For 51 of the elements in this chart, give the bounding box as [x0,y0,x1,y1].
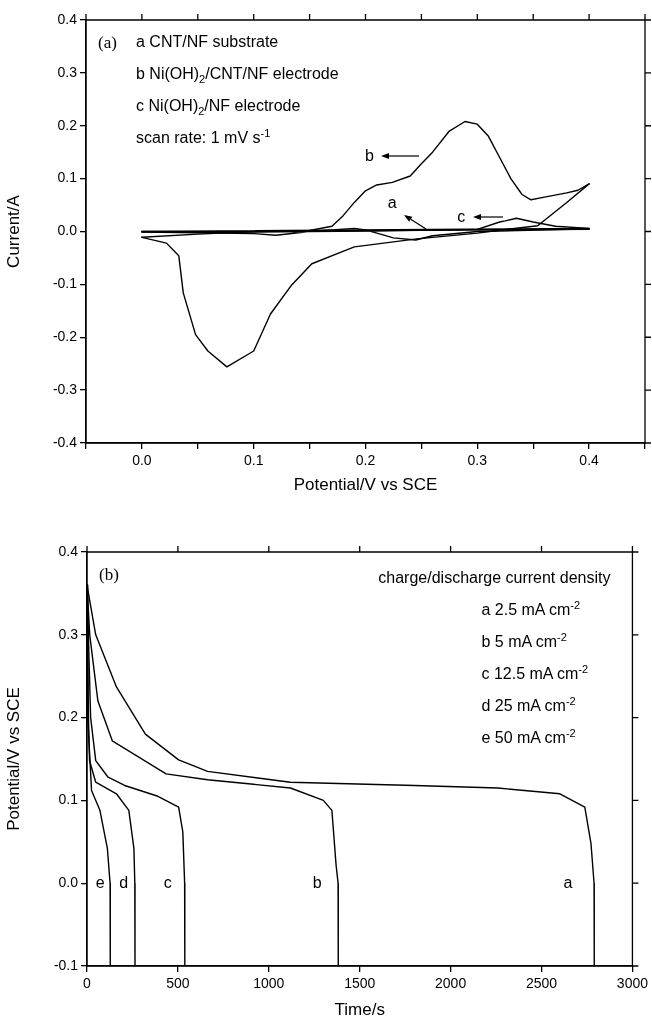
annotation: c [163,874,172,892]
annotation: c [457,207,466,225]
y-tick-label: 0.0 [57,222,78,239]
annotation: c 12.5 mA cm$^{-2}$ [481,661,590,684]
annotation: b 5 mA cm$^{-2}$ [481,629,568,652]
annotation: a 2.5 mA cm$^{-2}$ [481,597,582,620]
annotation: b Ni(OH)$_{2}$/CNT/NF electrode [136,64,339,88]
y-tick-label: 0.0 [58,874,79,891]
y-tick-label: -0.1 [52,275,78,292]
x-tick-label: 0.2 [355,452,376,469]
y-tick-label: 0.4 [58,542,79,559]
y-tick-label: 0.4 [57,10,78,27]
annotation: b [312,874,322,892]
annotation: a [387,194,397,212]
x-tick-label: 0 [83,975,92,992]
x-tick-label: 2000 [435,975,467,992]
annotation: e 50 mA cm$^{-2}$ [481,725,577,748]
x-axis-title: Potential/V vs SCE [293,475,438,495]
y-tick-label: 0.2 [58,708,79,725]
y-tick-label: -0.3 [52,380,78,397]
y-axis-title: Current/A [3,194,23,268]
x-tick-label: 1500 [344,975,376,992]
annotation: b [364,146,374,164]
y-tick-label: -0.1 [53,956,79,973]
y-tick-label: -0.4 [52,433,78,450]
annotation: (b) [99,565,119,584]
annotation: c Ni(OH)$_{2}$/NF electrode [136,96,302,120]
y-tick-label: 0.3 [58,625,79,642]
annotation: scan rate: 1 mV s$^{-1}$ [136,125,272,148]
y-tick-label: 0.1 [57,169,78,186]
annotation: charge/discharge current density [378,568,611,588]
x-tick-label: 0.1 [243,452,264,469]
y-tick-label: 0.1 [58,791,79,808]
x-tick-label: 1000 [253,975,285,992]
annotation: a CNT/NF substrate [136,32,280,52]
annotation: e [95,874,105,892]
x-tick-label: 3000 [616,975,649,992]
y-tick-label: -0.2 [52,328,78,345]
x-tick-label: 0.3 [467,452,488,469]
x-tick-label: 0.0 [132,452,152,469]
annotation: a [563,874,573,892]
annotation: (a) [98,33,117,52]
annotation: d 25 mA cm$^{-2}$ [481,693,577,716]
annotation: d [119,874,129,892]
y-tick-label: 0.2 [57,116,78,133]
y-axis-title: Potential/V vs SCE [3,687,23,831]
x-tick-label: 0.4 [579,452,600,469]
x-tick-label: 500 [166,975,190,992]
x-axis-title: Time/s [334,1000,385,1020]
x-tick-label: 2500 [525,975,558,992]
y-tick-label: 0.3 [57,63,78,80]
